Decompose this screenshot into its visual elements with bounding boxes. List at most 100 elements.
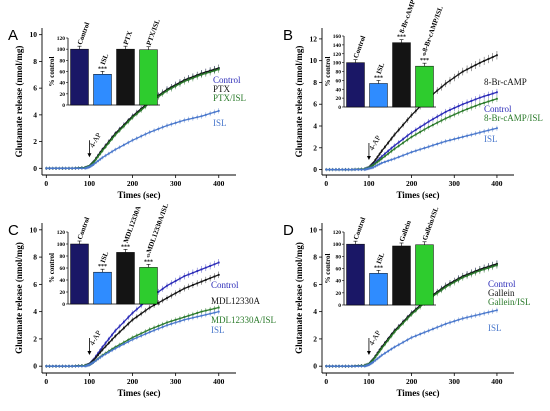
data-point — [478, 269, 481, 272]
data-point — [344, 168, 347, 171]
y-tick-label: 6 — [33, 84, 37, 93]
data-point — [440, 113, 443, 116]
data-point — [200, 310, 203, 313]
data-point — [101, 156, 104, 159]
significance-mark-hash: # — [423, 52, 426, 58]
data-point — [191, 313, 194, 316]
data-point — [436, 89, 439, 92]
data-point — [161, 299, 164, 302]
arrow-head — [87, 351, 92, 355]
legend-label: MDL12330A/ISL — [211, 315, 276, 325]
data-point — [111, 333, 113, 336]
data-point — [200, 280, 203, 283]
data-point — [390, 150, 393, 153]
data-point — [368, 363, 370, 366]
inset-bar-8-Br-cAMP/ISL — [415, 65, 434, 108]
data-point — [406, 317, 409, 320]
data-point — [478, 131, 481, 134]
data-point — [107, 142, 110, 144]
x-tick-label: 100 — [84, 179, 96, 188]
legend-label: Control — [211, 280, 239, 290]
data-point — [461, 70, 464, 73]
data-point — [196, 282, 199, 285]
series-ISL — [325, 125, 498, 172]
data-point — [135, 315, 138, 318]
data-point — [166, 324, 168, 327]
data-point — [90, 362, 93, 365]
data-point — [376, 357, 379, 360]
data-point — [372, 166, 375, 169]
data-point — [77, 167, 80, 170]
data-point — [410, 151, 413, 154]
data-point — [118, 345, 121, 348]
data-point — [107, 338, 110, 340]
data-point — [92, 161, 95, 164]
data-point — [91, 361, 94, 364]
data-point — [209, 308, 212, 311]
data-point — [209, 277, 212, 280]
data-point — [140, 312, 143, 315]
legend-label: ISL — [213, 118, 227, 128]
data-point — [91, 360, 94, 362]
data-point — [204, 279, 207, 281]
inset-category-label: 8-Br-cAMP/ISL — [421, 5, 445, 53]
data-point — [470, 106, 473, 109]
data-point — [101, 346, 104, 348]
data-point — [402, 322, 404, 325]
data-point — [99, 351, 102, 354]
data-point — [449, 283, 451, 286]
inset-category-label: PTX/ISL — [145, 18, 162, 47]
data-point — [209, 71, 212, 73]
data-point — [45, 365, 48, 368]
y-axis-label: Glutamate release (nmol/mg) — [294, 46, 304, 158]
legend-label: 8-Br-cAMP/ISL — [484, 113, 543, 123]
data-point — [179, 120, 181, 123]
data-point — [449, 321, 451, 324]
data-point — [204, 313, 207, 316]
inset-bar-Control — [346, 62, 365, 108]
data-point — [406, 152, 409, 155]
data-point — [196, 75, 199, 78]
data-point — [325, 168, 328, 171]
data-point — [350, 168, 353, 171]
inset-y-tick-label: 20 — [336, 96, 342, 102]
data-point — [144, 333, 147, 335]
data-point — [461, 135, 464, 138]
data-point — [183, 119, 186, 122]
data-point — [131, 318, 134, 321]
data-point — [166, 297, 168, 299]
data-point — [483, 95, 486, 98]
data-point — [328, 365, 331, 368]
data-point — [135, 308, 138, 311]
data-point — [68, 167, 70, 170]
data-point — [94, 356, 97, 359]
significance-mark: *** — [420, 58, 429, 64]
data-point — [466, 108, 468, 111]
data-point — [101, 348, 104, 351]
inset-y-tick-label: 100 — [57, 47, 66, 53]
data-point — [88, 166, 91, 168]
data-point — [174, 292, 177, 295]
x-tick-label: 400 — [213, 377, 225, 386]
data-point — [344, 365, 347, 368]
data-point — [127, 120, 130, 123]
data-point — [187, 314, 190, 317]
data-point — [157, 327, 160, 330]
data-point — [328, 168, 331, 171]
data-point — [183, 318, 186, 321]
inset-y-tick-label: 120 — [57, 36, 66, 42]
data-point — [406, 119, 409, 121]
inset-y-tick-label: 80 — [60, 254, 66, 260]
data-point — [410, 135, 413, 138]
inset-y-axis-label: % control — [324, 253, 332, 283]
data-point — [457, 279, 460, 281]
data-point — [387, 150, 390, 152]
data-point — [99, 152, 102, 155]
data-point — [474, 132, 477, 135]
inset-category-label: Gallein/ISL — [421, 206, 441, 242]
significance-mark: *** — [144, 259, 153, 265]
inset-y-tick-label: 140 — [333, 43, 342, 49]
data-point — [384, 352, 386, 355]
significance-mark: *** — [98, 66, 107, 72]
